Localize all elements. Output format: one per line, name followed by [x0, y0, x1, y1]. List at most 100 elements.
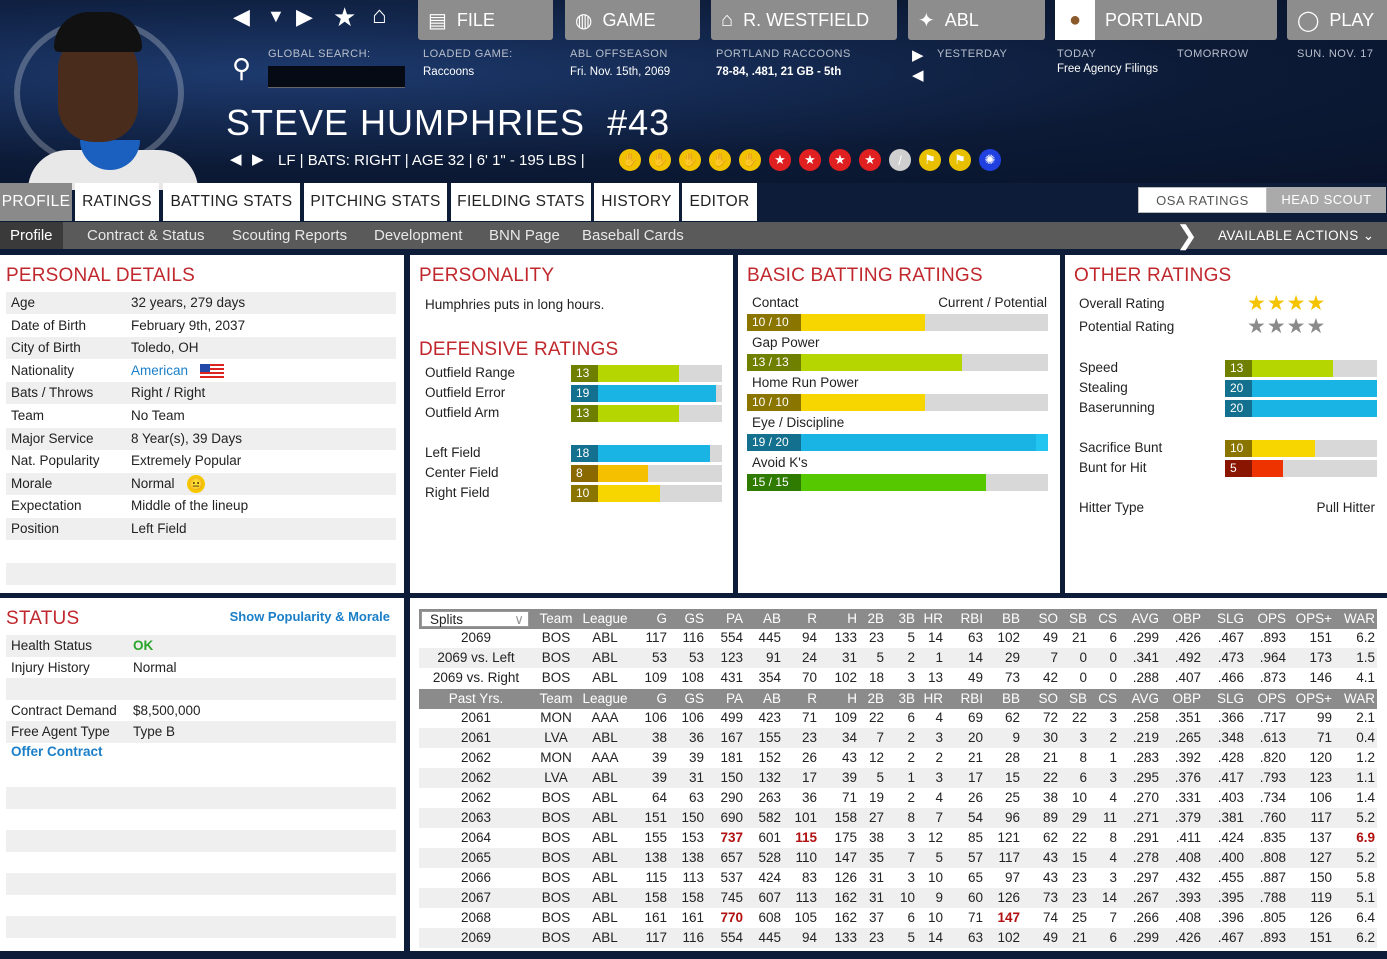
back-arrow-icon[interactable]: ◀: [233, 4, 250, 29]
tab-editor[interactable]: EDITOR: [682, 183, 757, 221]
ab-cell: 608: [758, 910, 781, 925]
global-search-input[interactable]: [268, 66, 405, 88]
detail-row-expectation: Expectation Middle of the lineup: [6, 495, 396, 517]
star-icon[interactable]: ★: [333, 2, 357, 32]
so-cell: 62: [1042, 830, 1058, 845]
tomorrow-button[interactable]: TOMORROW: [1177, 48, 1249, 60]
game-button[interactable]: ◍ GAME: [565, 0, 700, 40]
next-player-icon[interactable]: ▶: [252, 151, 264, 168]
show-popularity-morale-link[interactable]: Show Popularity & Morale: [229, 609, 390, 624]
hr-cell: 14: [927, 930, 943, 945]
bb-cell: 15: [1004, 770, 1020, 785]
osa-ratings-button[interactable]: OSA RATINGS: [1138, 187, 1267, 213]
player-number: #43: [607, 102, 671, 143]
league-cell: ABL: [592, 870, 618, 885]
g-cell: 115: [645, 870, 667, 885]
row-label: 2069: [460, 630, 492, 645]
detail-value: 8 Year(s), 39 Days: [131, 430, 243, 446]
subnav-profile[interactable]: Profile: [0, 222, 63, 249]
star-icon: ★: [1266, 292, 1286, 315]
other-bar-baserunning: 20: [1225, 400, 1377, 417]
home-icon[interactable]: ⌂: [372, 2, 387, 29]
detail-label: Team: [11, 408, 45, 423]
gs-cell: 116: [682, 630, 704, 645]
sb-cell: 10: [1071, 790, 1087, 805]
ops-plus-cell: 99: [1316, 710, 1332, 725]
tab-fielding-stats[interactable]: FIELDING STATS: [451, 183, 591, 221]
h-cell: 126: [834, 870, 857, 885]
h-cell: 162: [834, 890, 857, 905]
row-label: 2069: [460, 930, 492, 945]
r-cell: R: [807, 691, 817, 706]
hr-cell: 1: [935, 650, 943, 665]
3b-cell: 1: [907, 770, 915, 785]
prev-player-icon[interactable]: ◀: [230, 151, 242, 168]
rbi-cell: 49: [967, 670, 983, 685]
subnav-bnn-page[interactable]: BNN Page: [489, 227, 560, 244]
status-panel: STATUS Show Popularity & Morale Health S…: [0, 598, 404, 951]
offer-contract-link[interactable]: Offer Contract: [11, 744, 103, 759]
prev-day-arrow-icon[interactable]: ◀: [912, 67, 924, 84]
hr-cell: 2: [935, 750, 943, 765]
sb-cell: SB: [1068, 611, 1087, 626]
file-button[interactable]: ▤ FILE: [418, 0, 553, 40]
subnav-contract-status[interactable]: Contract & Status: [87, 227, 205, 244]
ops-plus-cell: 127: [1309, 850, 1332, 865]
ops-plus-cell: 150: [1309, 870, 1332, 885]
war-cell: 1.4: [1356, 790, 1375, 805]
stats-row: 2061 LVA ABL 38 36 167 155 23 34 7 2 3 20 9 30 3 2.219.2…: [419, 728, 1377, 748]
3b-cell: 7: [907, 850, 915, 865]
award-badges: ✋ ✋ ✋ ✋ ✋ ★ ★ ★ ★ / ⚑ ⚑ ✺: [619, 149, 1009, 171]
stats-row: 2062 MON AAA 39 39 181 152 26 43 12 2 2 21 28 21 8 1 .283…: [419, 748, 1377, 768]
2b-cell: 22: [868, 710, 884, 725]
play-button[interactable]: ◯ PLAY: [1287, 0, 1387, 40]
other-bar-stealing: 20: [1225, 380, 1377, 397]
slg-cell: .403: [1217, 790, 1244, 805]
tab-pitching-stats[interactable]: PITCHING STATS: [304, 183, 447, 221]
splits-select[interactable]: Splits ∨: [421, 611, 529, 627]
yesterday-button[interactable]: YESTERDAY: [937, 48, 1008, 60]
3b-cell: 3: [907, 870, 915, 885]
head-scout-button[interactable]: HEAD SCOUT: [1267, 187, 1386, 213]
so-cell: 38: [1042, 790, 1058, 805]
forward-arrow-icon[interactable]: ▶: [296, 4, 313, 29]
status-value: OK: [133, 638, 154, 653]
status-row-empty: [6, 894, 396, 916]
hr-cell: 7: [935, 810, 943, 825]
search-icon[interactable]: ⚲: [232, 53, 252, 83]
r-cell: 113: [795, 890, 817, 905]
tab-batting-stats[interactable]: BATTING STATS: [163, 183, 300, 221]
rating-toggle[interactable]: OSA RATINGS HEAD SCOUT: [1138, 187, 1386, 213]
other-ratings-panel: OTHER RATINGS Overall Rating ★★★★ Potent…: [1065, 255, 1387, 593]
so-cell: 72: [1042, 710, 1058, 725]
team-cell: Team: [539, 611, 573, 626]
dropdown-arrow-icon[interactable]: ▼: [267, 6, 285, 26]
team-button[interactable]: ● PORTLAND: [1055, 0, 1277, 40]
stats-row: 2061 MON AAA 106 106 499 423 71 109 22 6 4 69 62 72 22 3…: [419, 708, 1377, 728]
gs-cell: 150: [681, 810, 704, 825]
subnav-development[interactable]: Development: [374, 227, 463, 244]
manager-button[interactable]: ⌂ R. WESTFIELD: [711, 0, 897, 40]
detail-row-major-service: Major Service 8 Year(s), 39 Days: [6, 427, 396, 450]
war-cell: 1.1: [1356, 770, 1375, 785]
tab-history[interactable]: HISTORY: [594, 183, 679, 221]
ops-cell: .805: [1259, 910, 1286, 925]
war-cell: 5.2: [1356, 810, 1375, 825]
tab-profile[interactable]: PROFILE: [0, 183, 72, 221]
subnav-baseball-cards[interactable]: Baseball Cards: [582, 227, 684, 244]
stats-header-row: Team League G GS PA AB R H 2B 3B HR RBI BB SO SB CS AVG O…: [419, 609, 1377, 629]
next-day-arrow-icon[interactable]: ▶: [912, 47, 924, 64]
available-actions-button[interactable]: AVAILABLE ACTIONS ⌄: [1218, 222, 1374, 249]
subnav-scouting-reports[interactable]: Scouting Reports: [232, 227, 348, 244]
g-cell: G: [656, 611, 667, 626]
tab-ratings[interactable]: RATINGS: [75, 183, 159, 221]
3b-cell: 3: [907, 670, 915, 685]
team-cell: BOS: [541, 650, 571, 665]
other-label-stealing: Stealing: [1079, 380, 1128, 395]
other-label-sacrifice-bunt: Sacrifice Bunt: [1079, 440, 1163, 455]
ab-cell: 132: [758, 770, 781, 785]
pa-cell: 554: [720, 630, 743, 645]
league-button[interactable]: ✦ ABL: [908, 0, 1045, 40]
today-button[interactable]: TODAY: [1057, 48, 1097, 60]
so-cell: 73: [1042, 890, 1058, 905]
